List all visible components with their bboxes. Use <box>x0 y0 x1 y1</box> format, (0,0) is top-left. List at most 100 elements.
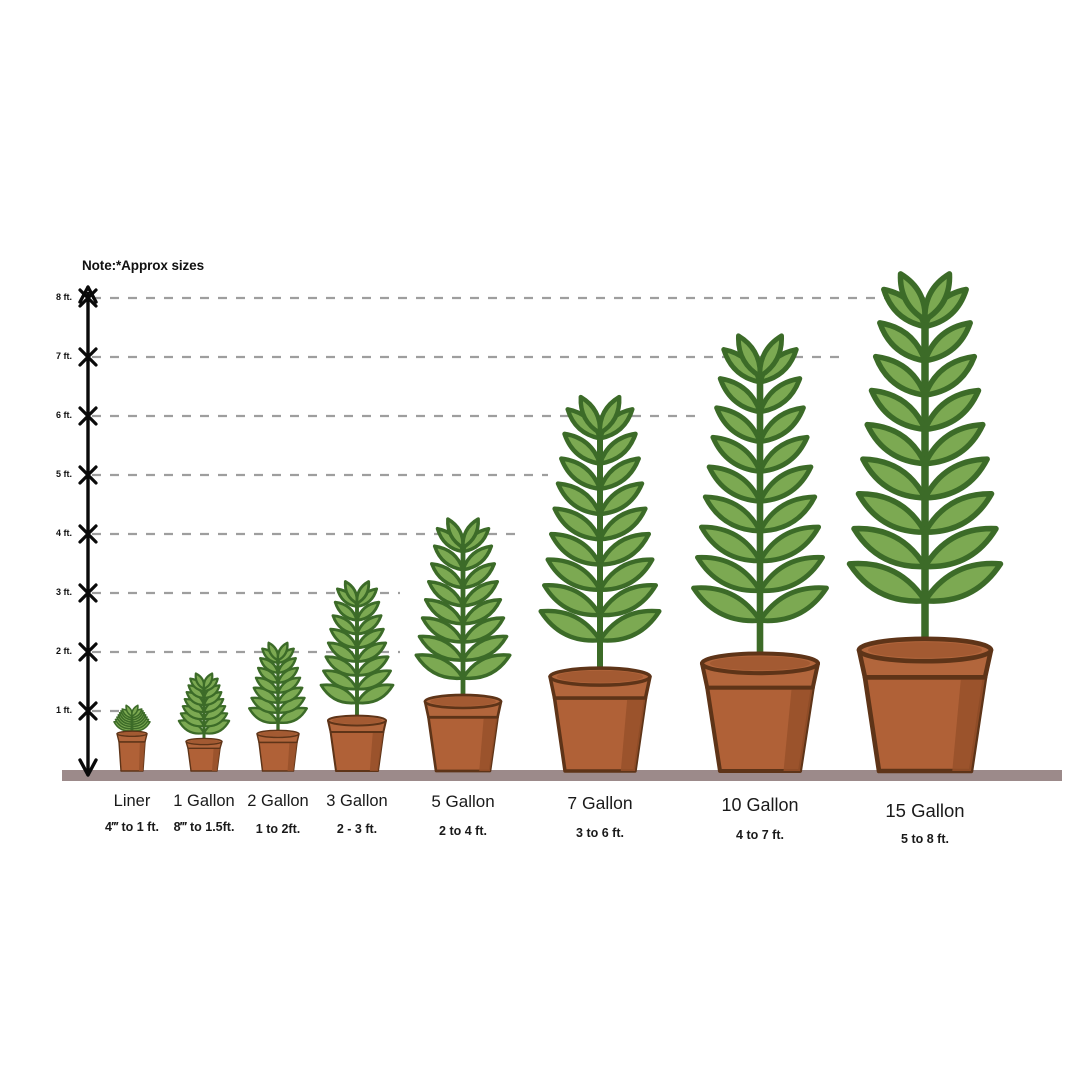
pot-7 <box>856 636 994 774</box>
plant-leaf <box>420 616 465 644</box>
plant-foliage-1 <box>177 672 231 745</box>
plant-leaf <box>202 684 221 700</box>
plant-leaf <box>597 456 641 492</box>
plant-leaf <box>597 608 662 643</box>
pot-6 <box>699 651 821 774</box>
plant-foliage-0 <box>113 704 151 737</box>
pot-soil <box>430 696 496 707</box>
pot-body-shadow <box>212 748 220 771</box>
plant-leaf <box>461 579 500 608</box>
axis-tick-marker-3ft <box>78 583 98 603</box>
plant-group-10-gallon <box>691 333 829 774</box>
plant-leaf <box>256 666 280 684</box>
plant-leaf <box>922 421 986 467</box>
axis-label-3ft: 3 ft. <box>55 587 72 597</box>
plant-leaf <box>597 531 652 567</box>
plant-group-1-gallon <box>177 672 231 772</box>
plant-leaf <box>714 405 763 445</box>
plant-leaf <box>555 481 603 517</box>
plant-leaf <box>552 506 603 542</box>
plant-leaf <box>423 598 465 626</box>
axis-label-8ft: 8 ft. <box>55 292 72 302</box>
plant-foliage-2 <box>248 641 308 738</box>
vertical-axis <box>78 285 98 777</box>
plant-leaf <box>922 490 995 535</box>
plant-leaf <box>877 320 928 364</box>
ground-bar <box>62 770 1062 781</box>
plant-leaf <box>326 641 359 663</box>
plant-leaf <box>757 554 825 594</box>
category-name-6: 10 Gallon <box>721 795 799 815</box>
plant-leaf <box>333 600 359 622</box>
pot-1 <box>185 737 223 772</box>
plant-leaf <box>872 353 928 398</box>
plant-group-5-gallon <box>414 517 512 773</box>
pot-3 <box>326 714 388 773</box>
category-name-7: 15 Gallon <box>885 800 965 821</box>
plant-group-7-gallon <box>538 394 662 773</box>
pot-2 <box>256 729 300 772</box>
axis-tick-marker-1ft <box>78 701 98 721</box>
pot-4 <box>423 693 503 773</box>
plant-leaf <box>922 320 973 364</box>
plants-group <box>113 271 1004 774</box>
axis-label-2ft: 2 ft. <box>55 646 72 656</box>
pot-body-shadow <box>952 677 986 771</box>
plant-leaf <box>597 481 645 517</box>
plant-leaf <box>276 686 304 704</box>
category-name-3: 3 Gallon <box>326 792 388 810</box>
category-size-7: 5 to 8 ft. <box>901 832 949 846</box>
pot-soil <box>331 717 383 725</box>
plant-leaf <box>324 655 359 677</box>
plant-leaf <box>414 653 465 681</box>
plant-leaf <box>417 634 465 662</box>
plant-leaf <box>864 421 928 467</box>
plant-leaf <box>319 683 359 705</box>
plant-leaf <box>432 544 465 572</box>
plant-leaf <box>187 684 206 700</box>
plant-leaf <box>702 494 763 534</box>
plant-leaf <box>426 579 465 608</box>
category-size-3: 2 - 3 ft. <box>336 822 378 836</box>
axis-label-4ft: 4 ft. <box>55 528 72 538</box>
plant-leaf <box>542 583 603 618</box>
plant-group-liner <box>113 704 151 772</box>
plant-leaf <box>252 686 280 704</box>
plant-leaf <box>250 696 280 714</box>
plant-leaf <box>202 691 223 707</box>
plant-leaf <box>355 641 388 663</box>
pot-body-shadow <box>138 741 145 771</box>
note-text: Note:*Approx sizes <box>82 258 204 273</box>
plant-leaf <box>757 333 784 379</box>
plant-leaf <box>559 456 603 492</box>
plant-leaf <box>322 669 359 691</box>
plant-leaf <box>355 580 371 605</box>
plant-leaf <box>922 560 1004 604</box>
plant-leaf <box>736 333 763 379</box>
pot-body-shadow <box>620 698 646 771</box>
category-size-2: 1 to 2ft. <box>255 822 301 836</box>
plant-leaf <box>331 614 359 636</box>
plant-leaf <box>276 666 300 684</box>
pot-soil <box>260 731 296 737</box>
plant-leaf <box>355 600 381 622</box>
axis-label-5ft: 5 ft. <box>55 469 72 479</box>
plant-leaf <box>276 676 302 694</box>
axis-arrowhead-down <box>78 758 98 777</box>
plant-leaf <box>922 353 978 398</box>
plant-leaf <box>276 641 289 662</box>
plant-leaf <box>597 557 655 592</box>
plant-leaf <box>355 627 385 650</box>
plant-group-2-gallon <box>248 641 308 772</box>
plant-leaf <box>461 598 503 626</box>
pot-0 <box>116 730 148 772</box>
plant-leaf <box>860 456 928 501</box>
plant-leaf <box>355 683 395 705</box>
pot-soil <box>867 642 983 658</box>
plant-leaf <box>922 387 982 433</box>
plant-leaf <box>461 653 512 681</box>
plant-leaf <box>276 696 306 714</box>
category-size-1: 8‴ to 1.5ft. <box>173 820 235 834</box>
